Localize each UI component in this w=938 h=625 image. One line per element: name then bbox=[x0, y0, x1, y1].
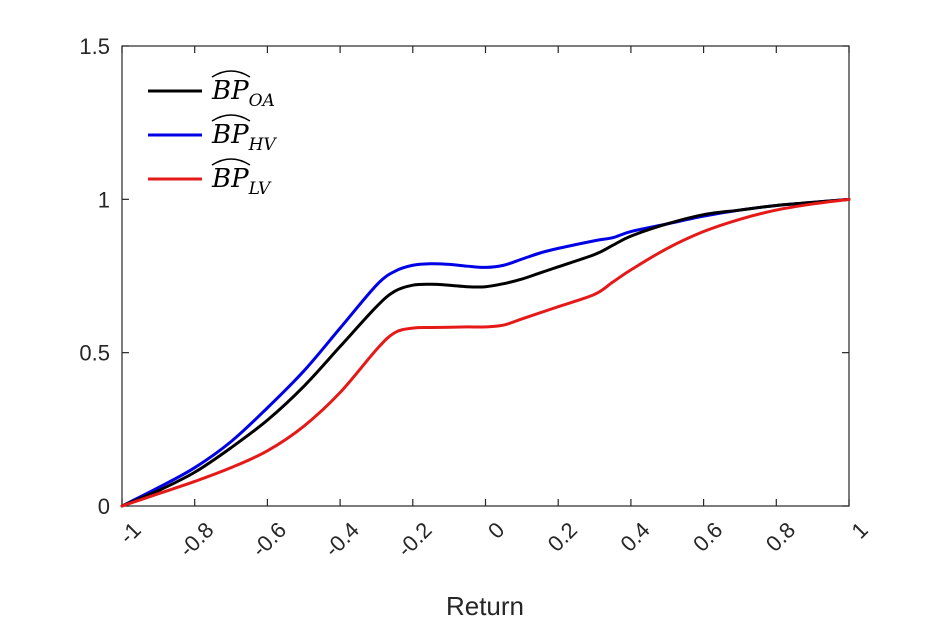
legend-entry-oa: BPOA bbox=[211, 76, 275, 111]
series-line-lv bbox=[120, 197, 851, 508]
legend-entry-lv: BPLV bbox=[211, 164, 272, 199]
y-tick-labels: 0 0.5 1 1.5 bbox=[79, 34, 110, 519]
y-tick-label: 1 bbox=[98, 187, 110, 212]
series-line-oa bbox=[120, 197, 851, 508]
legend-name: BP bbox=[211, 120, 249, 150]
x-axis-label: Return bbox=[446, 591, 524, 621]
legend-subscript: HV bbox=[248, 135, 278, 155]
y-tick-label: 1.5 bbox=[79, 34, 110, 59]
legend-name: BP bbox=[211, 76, 249, 106]
legend-name: BP bbox=[211, 164, 249, 194]
legend-hat-mark bbox=[211, 70, 251, 78]
legend-hat-mark bbox=[211, 114, 251, 122]
series-lines bbox=[120, 197, 851, 508]
legend-hat-mark bbox=[211, 158, 251, 166]
y-tick-label: 0 bbox=[98, 494, 110, 519]
y-tick-label: 0.5 bbox=[79, 341, 110, 366]
legend-subscript: LV bbox=[248, 179, 272, 199]
legend-entry-hv: BPHV bbox=[211, 120, 277, 155]
legend-subscript: OA bbox=[249, 91, 275, 111]
axis-ticks bbox=[121, 45, 850, 507]
